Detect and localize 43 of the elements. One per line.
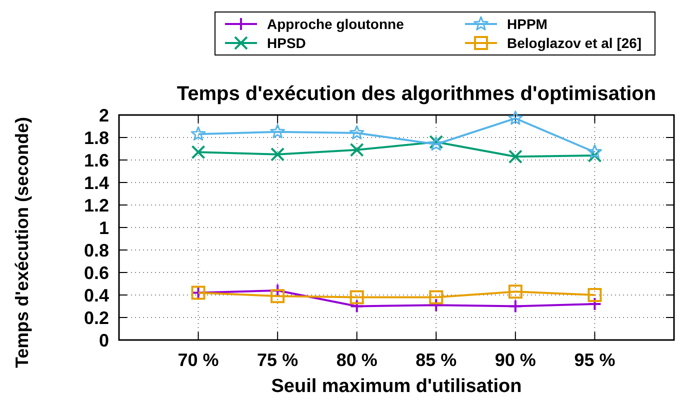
point	[508, 284, 522, 299]
point	[588, 148, 602, 162]
point	[350, 290, 364, 304]
y-tick-label: 1	[98, 218, 109, 238]
x-tick-label: 70 %	[178, 350, 219, 370]
legend-label: HPPM	[507, 16, 548, 32]
point	[588, 288, 602, 302]
y-tick-label: 1.8	[84, 128, 109, 148]
y-tick-label: 1.2	[84, 195, 109, 216]
point	[350, 142, 364, 157]
y-tick-label: 0.4	[84, 285, 109, 306]
point	[429, 298, 444, 312]
point	[350, 299, 364, 314]
point	[270, 289, 285, 304]
y-tick-label: 0.2	[84, 308, 109, 328]
point	[508, 150, 522, 164]
legend-label: HPSD	[267, 34, 306, 51]
point	[270, 147, 285, 162]
point	[587, 144, 602, 159]
y-tick-label: 0.6	[84, 262, 109, 283]
y-tick-label: 0.8	[84, 240, 109, 260]
x-axis-title: Seuil maximum d'utilisation	[271, 376, 522, 397]
y-tick-label: 1.6	[84, 150, 109, 170]
y-axis-title: Temps d'exécution (seconde)	[12, 116, 32, 368]
x-tick-label: 85 %	[416, 350, 457, 370]
point	[588, 297, 602, 311]
point	[349, 125, 364, 140]
point	[191, 145, 206, 160]
y-tick-label: 0	[98, 330, 109, 350]
x-tick-label: 95 %	[574, 350, 616, 370]
point	[508, 299, 522, 314]
y-tick-label: 1.4	[84, 172, 109, 193]
legend-label: Beloglazov et al [26]	[507, 34, 642, 51]
y-tick-label: 2	[98, 105, 109, 126]
point	[190, 126, 206, 141]
x-tick-label: 80 %	[336, 350, 378, 370]
legend-label: Approche gloutonne	[267, 16, 404, 32]
point	[508, 110, 523, 125]
x-tick-label: 90 %	[494, 350, 536, 370]
chart-title: Temps d'exécution des algorithmes d'optimisation	[176, 83, 656, 105]
point	[429, 290, 444, 304]
x-tick-label: 75 %	[257, 350, 298, 370]
point	[270, 124, 285, 138]
